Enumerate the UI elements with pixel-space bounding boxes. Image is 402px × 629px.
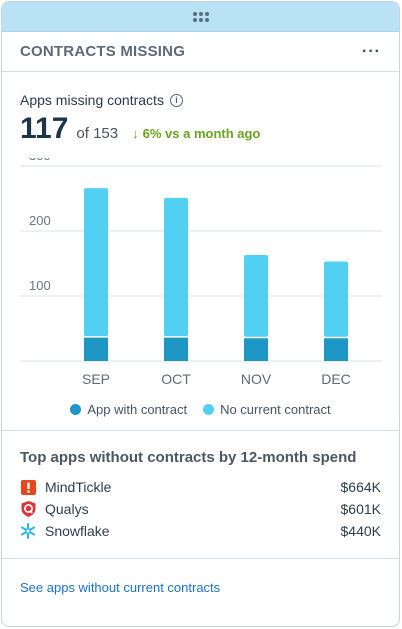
legend-label: No current contract [220,402,331,417]
x-tick-label: NOV [241,371,272,387]
app-spend: $601K [340,501,381,517]
arrow-down-icon: ↓ [132,126,139,141]
list-item[interactable]: MindTickle $664K [20,476,381,498]
bar-no-contract [244,255,268,337]
metric-section: Apps missing contracts i 117 of 153 ↓ 6%… [2,72,399,146]
legend-item-no-contract[interactable]: No current contract [203,402,331,417]
list-item[interactable]: Snowflake $440K [20,520,381,542]
metric-total: of 153 [76,125,119,142]
info-icon[interactable]: i [169,93,183,107]
legend-dot-icon [203,404,215,415]
bar-with-contract [164,337,188,361]
y-tick-label: 100 [29,278,51,293]
divider [2,558,399,559]
top-apps-title: Top apps without contracts by 12-month s… [20,449,357,466]
y-tick-label: 300 [29,158,51,163]
mindtickle-icon [20,479,36,495]
bar-with-contract [324,338,348,361]
more-options-icon[interactable]: ··· [362,42,381,60]
legend-label: App with contract [87,402,188,417]
app-spend: $664K [340,479,381,495]
widget-title: CONTRACTS MISSING [20,43,186,60]
bar-no-contract [324,261,348,337]
bar-with-contract [84,337,108,361]
divider [2,430,399,431]
snowflake-icon [20,523,36,539]
app-spend: $440K [340,523,381,539]
list-item[interactable]: Qualys $601K [20,498,381,520]
metric-change: ↓ 6% vs a month ago [132,126,260,141]
widget-header: CONTRACTS MISSING ··· [2,32,399,72]
legend-item-with-contract[interactable]: App with contract [70,402,187,417]
x-tick-label: OCT [161,371,191,387]
chart-canvas: 100 200 300 SEP OCT NOV DEC [20,158,382,387]
app-name: MindTickle [45,479,112,495]
drag-bar[interactable] [2,2,399,32]
app-name: Qualys [45,501,89,517]
legend-dot-icon [70,404,82,415]
metric-label: Apps missing contracts [20,92,164,108]
bar-with-contract [244,338,268,361]
chart-legend: App with contract No current contract [2,402,399,417]
metric-change-text: 6% vs a month ago [142,126,261,141]
x-tick-label: SEP [82,371,110,387]
bar-chart: 100 200 300 SEP OCT NOV DEC App with contract … [2,158,399,430]
top-apps-list: MindTickle $664K Qualys $601K [20,476,381,542]
bar-no-contract [84,188,108,337]
drag-handle-icon[interactable] [192,11,209,22]
see-apps-link[interactable]: See apps without current contracts [20,580,221,595]
y-tick-label: 200 [29,213,51,228]
qualys-icon [20,501,36,517]
app-name: Snowflake [45,523,110,539]
widget-footer: See apps without current contracts [2,559,399,617]
bar-no-contract [164,197,188,337]
top-apps-section: Top apps without contracts by 12-month s… [2,431,399,558]
x-tick-label: DEC [321,371,351,387]
metric-value: 117 [20,112,69,145]
